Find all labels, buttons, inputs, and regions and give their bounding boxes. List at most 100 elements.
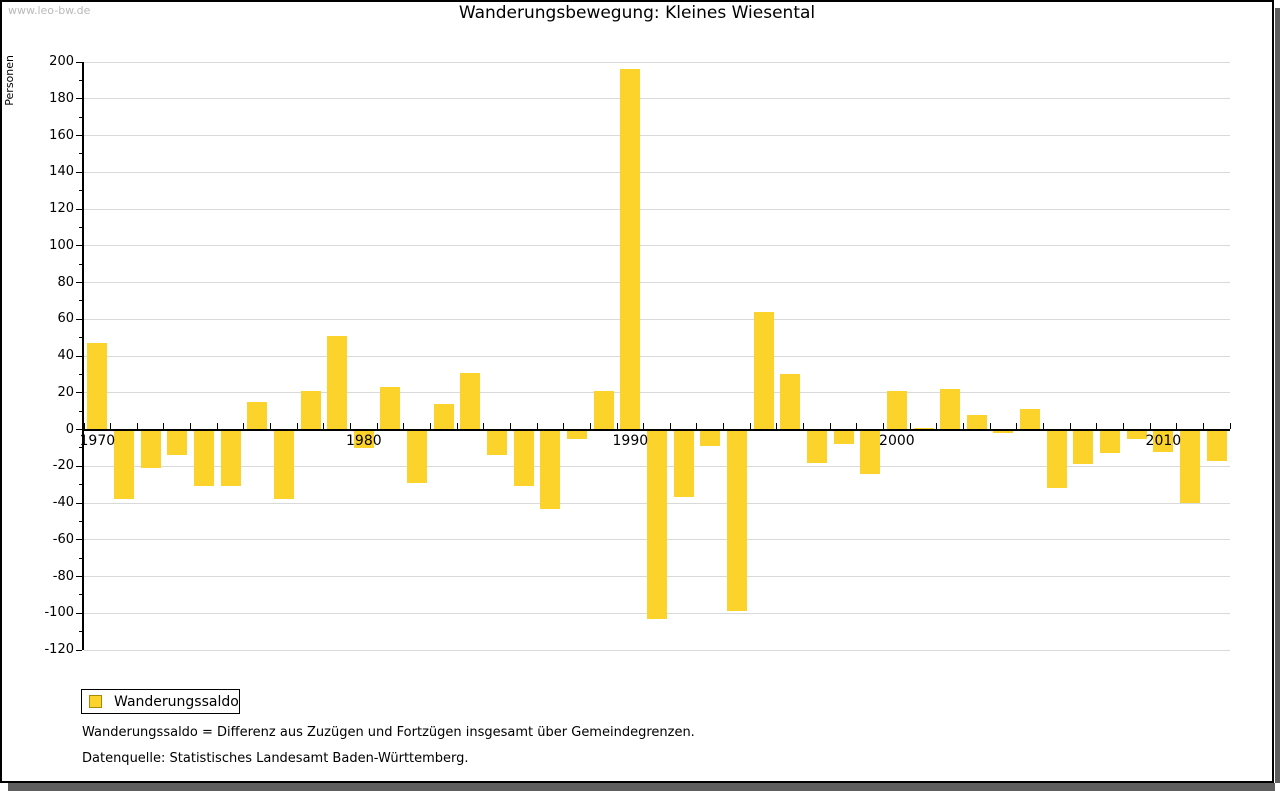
gridline — [84, 135, 1230, 136]
y-axis-tick — [76, 282, 82, 283]
bar-2009 — [1126, 429, 1147, 439]
y-axis-tick — [76, 171, 82, 173]
x-axis-tick — [589, 422, 591, 429]
bar-2004 — [993, 429, 1014, 434]
y-axis-tick — [76, 539, 82, 541]
x-axis-tick — [429, 422, 431, 429]
bar-2011 — [1180, 429, 1201, 503]
y-axis-tick — [76, 98, 82, 100]
x-axis-tick — [1122, 422, 1124, 429]
bar-1988 — [567, 429, 588, 439]
x-axis-tick — [909, 422, 911, 429]
bar-1981 — [380, 387, 401, 430]
y-tick-label: 100 — [49, 237, 74, 253]
y-axis-tick — [76, 355, 82, 357]
x-axis-tick — [1229, 422, 1231, 429]
y-axis-minor-tick — [79, 410, 82, 412]
y-tick-label: 0 — [65, 421, 74, 437]
y-axis-tick — [76, 392, 82, 394]
x-axis-tick — [669, 422, 671, 429]
y-tick-label: -20 — [52, 458, 74, 474]
x-axis-tick — [1096, 422, 1098, 429]
bar-1977 — [273, 429, 294, 500]
bar-1984 — [460, 372, 481, 430]
x-axis-tick — [989, 422, 991, 429]
gridline — [84, 208, 1230, 210]
gridline — [84, 318, 1230, 320]
y-tick-label: 160 — [49, 127, 74, 143]
x-year-label: 2000 — [879, 432, 915, 449]
x-axis-tick — [962, 422, 964, 429]
x-axis-tick — [776, 422, 778, 429]
y-axis-minor-tick — [79, 79, 82, 81]
x-axis-tick — [723, 422, 725, 429]
x-axis-tick — [323, 422, 325, 429]
x-axis-tick — [536, 422, 538, 429]
y-axis-tick — [76, 649, 82, 651]
bar-2003 — [966, 414, 987, 430]
y-tick-label: -80 — [52, 568, 74, 584]
bar-1985 — [487, 429, 508, 456]
y-axis-line — [82, 62, 84, 650]
x-axis-tick — [696, 422, 698, 429]
bar-1974 — [193, 429, 214, 487]
x-axis-tick — [83, 422, 85, 429]
x-year-label: 1990 — [612, 432, 649, 449]
y-tick-label: 180 — [49, 90, 74, 106]
x-axis-tick — [829, 422, 831, 429]
y-tick-label: -120 — [44, 642, 74, 657]
bar-2007 — [1073, 429, 1094, 465]
y-axis-tick — [76, 429, 82, 430]
bar-1987 — [540, 429, 561, 509]
y-axis-tick — [76, 135, 82, 136]
x-axis-tick — [350, 422, 351, 429]
y-axis-tick — [76, 245, 82, 247]
y-axis-tick — [76, 318, 82, 320]
bar-1972 — [140, 429, 161, 469]
x-axis-tick — [403, 422, 405, 429]
footnote-source: Datenquelle: Statistisches Landesamt Bad… — [82, 751, 469, 766]
bar-1995 — [753, 311, 774, 430]
x-axis-tick — [110, 422, 112, 429]
y-axis-tick — [76, 61, 82, 63]
x-axis-tick — [190, 422, 192, 429]
y-axis-title: Personen — [3, 55, 16, 106]
x-axis-tick — [163, 422, 165, 429]
bar-1986 — [513, 429, 534, 487]
x-axis-tick — [1149, 422, 1151, 429]
gridline — [84, 355, 1230, 357]
footnote-definition: Wanderungssaldo = Differenz aus Zuzügen … — [82, 725, 695, 740]
y-tick-label: 80 — [57, 274, 74, 290]
y-axis-minor-tick — [79, 153, 82, 155]
bar-1975 — [220, 429, 241, 487]
bar-1980 — [353, 429, 374, 448]
bar-2012 — [1206, 429, 1227, 461]
y-axis-minor-tick — [79, 337, 82, 339]
x-axis-tick — [856, 422, 858, 429]
bar-1973 — [167, 429, 188, 456]
y-tick-label: 20 — [57, 384, 74, 400]
bar-1994 — [726, 429, 747, 612]
bar-2008 — [1100, 429, 1121, 454]
y-axis-tick — [76, 465, 82, 467]
chart-title: Wanderungsbewegung: Kleines Wiesental — [458, 3, 816, 23]
x-axis-tick — [643, 422, 645, 429]
y-tick-label: 40 — [57, 348, 74, 363]
x-axis-tick — [803, 422, 805, 429]
x-axis-tick — [883, 422, 885, 429]
x-axis-tick — [136, 422, 138, 429]
x-axis-tick — [376, 422, 378, 429]
y-tick-label: -40 — [52, 495, 74, 510]
bar-2006 — [1046, 429, 1067, 489]
bar-1991 — [647, 429, 667, 619]
x-axis-tick — [483, 422, 485, 429]
bar-2005 — [1020, 409, 1041, 430]
legend: Wanderungssaldo — [81, 689, 240, 714]
legend-label: Wanderungssaldo — [114, 693, 239, 710]
bar-1997 — [806, 429, 827, 463]
bar-1976 — [247, 401, 268, 430]
gridline — [84, 98, 1230, 100]
x-axis-tick — [270, 422, 272, 429]
gridline — [84, 392, 1230, 394]
